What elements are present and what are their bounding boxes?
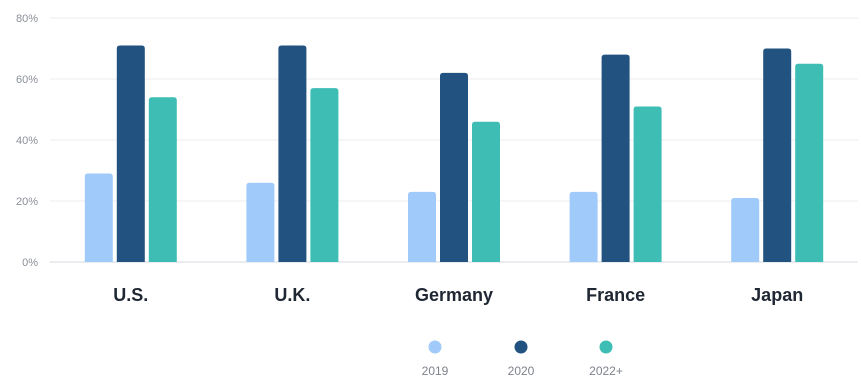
legend-swatch xyxy=(599,340,613,354)
x-category-label: France xyxy=(586,285,645,305)
bar-france-2022 xyxy=(633,106,662,262)
bar-u-k-2022 xyxy=(310,88,339,263)
legend-label: 2019 xyxy=(422,364,449,378)
x-category-label: U.S. xyxy=(113,285,148,305)
y-tick-label: 60% xyxy=(16,74,38,86)
legend-swatch xyxy=(428,340,442,354)
bar-u-k-2020 xyxy=(278,45,307,263)
bar-japan-2019 xyxy=(731,197,760,262)
y-tick-label: 80% xyxy=(16,13,38,25)
bar-germany-2020 xyxy=(440,72,468,263)
x-category-label: Germany xyxy=(415,285,493,305)
bar-u-k-2019 xyxy=(246,182,275,262)
y-tick-label: 20% xyxy=(16,196,38,208)
legend-swatch xyxy=(514,340,528,354)
bars xyxy=(84,45,824,263)
bar-u-s-2020 xyxy=(116,45,145,263)
bar-france-2020 xyxy=(601,54,630,262)
y-axis-ticks: 0% 20% 40% 60% 80% xyxy=(16,13,38,269)
bar-france-2019 xyxy=(569,191,598,262)
x-category-label: Japan xyxy=(751,285,803,305)
bar-germany-2022 xyxy=(472,121,500,262)
bar-u-s-2022 xyxy=(148,97,177,262)
bar-u-s-2019 xyxy=(84,173,113,262)
legend-label: 2022+ xyxy=(589,364,623,378)
y-tick-label: 40% xyxy=(16,135,38,147)
x-axis-categories: U.S. U.K. Germany France Japan xyxy=(113,285,803,305)
bar-japan-2020 xyxy=(763,48,792,262)
x-category-label: U.K. xyxy=(274,285,310,305)
bar-japan-2022 xyxy=(795,63,824,262)
legend-label: 2020 xyxy=(508,364,535,378)
legend: 2019 2020 2022+ xyxy=(422,340,623,378)
bar-germany-2019 xyxy=(408,191,436,262)
y-tick-label: 0% xyxy=(22,257,38,269)
